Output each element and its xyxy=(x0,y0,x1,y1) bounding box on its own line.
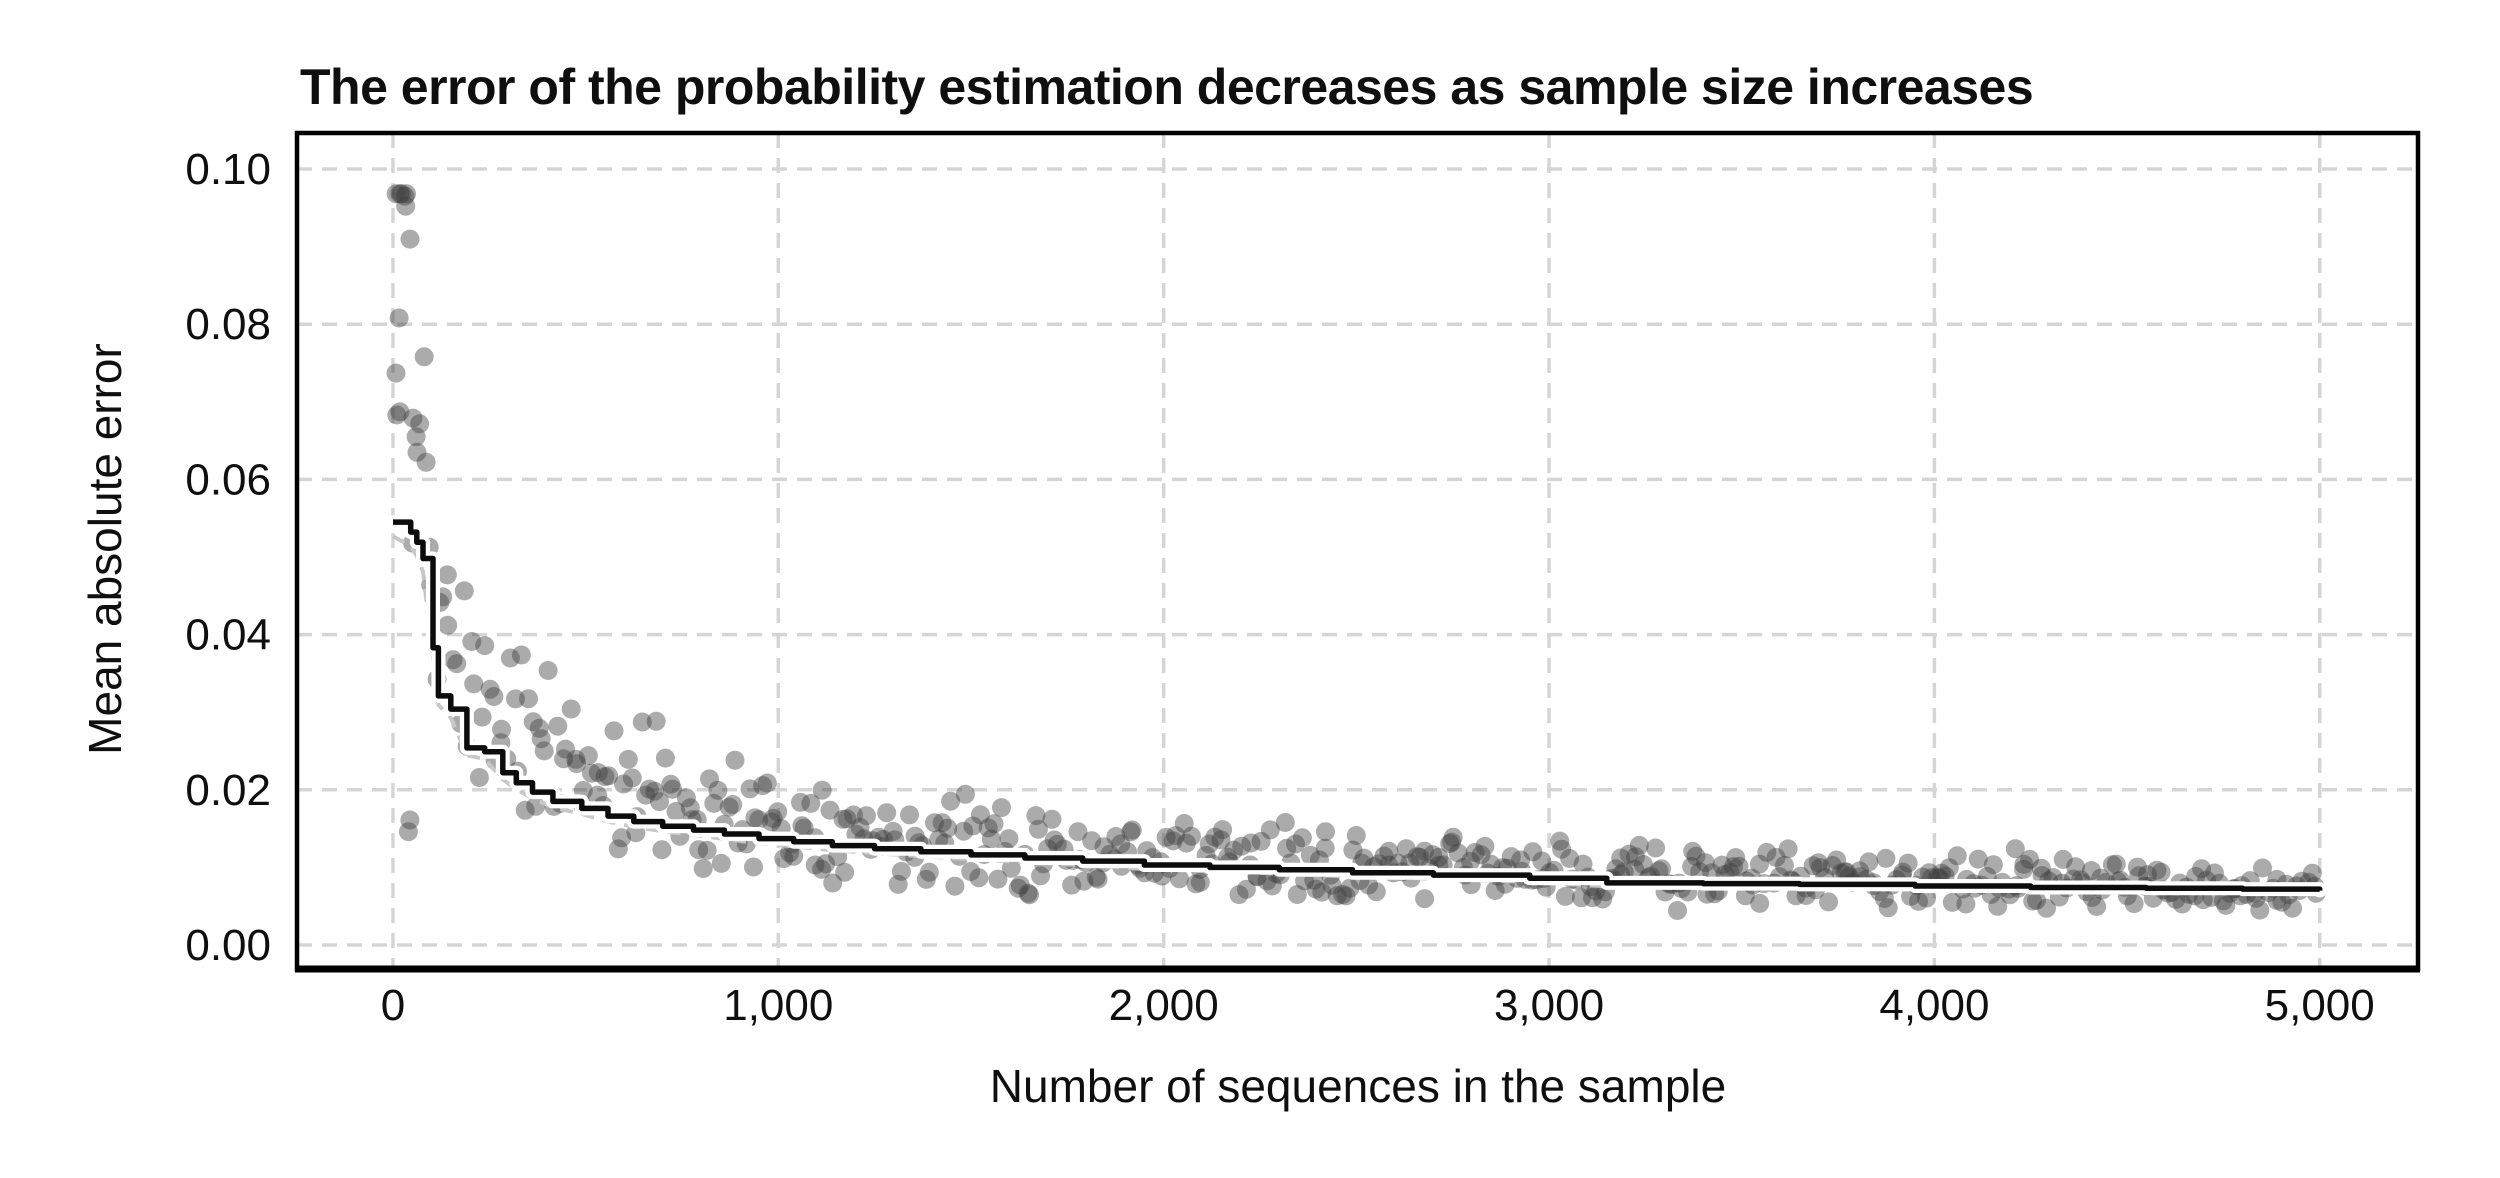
y-tick-0.08: 0.08 xyxy=(185,300,271,349)
y-tick-0.10: 0.10 xyxy=(185,145,271,194)
x-tick-3,000: 3,000 xyxy=(1494,981,1604,1030)
x-tick-4,000: 4,000 xyxy=(1879,981,1989,1030)
trend-step-line xyxy=(393,519,2323,892)
y-tick-0.02: 0.02 xyxy=(185,766,271,815)
y-tick-0.00: 0.00 xyxy=(185,921,271,970)
y-axis-label: Mean absolute error xyxy=(79,343,131,755)
x-axis-label: Number of sequences in the sample xyxy=(990,1060,1726,1112)
y-tick-labels: 0.00 0.02 0.04 0.06 0.08 0.10 xyxy=(185,145,271,970)
y-tick-0.06: 0.06 xyxy=(185,455,271,504)
x-tick-2,000: 2,000 xyxy=(1109,981,1219,1030)
gridlines xyxy=(297,133,2418,969)
y-tick-0.04: 0.04 xyxy=(185,611,271,660)
plot-frame xyxy=(294,130,2421,973)
chart-title: The error of the probability estimation … xyxy=(300,59,2033,115)
x-tick-1,000: 1,000 xyxy=(723,981,833,1030)
x-tick-5,000: 5,000 xyxy=(2265,981,2375,1030)
x-tick-labels: 0 1,000 2,000 3,000 4,000 5,000 xyxy=(381,981,2375,1030)
x-tick-0: 0 xyxy=(381,981,405,1030)
scatter-points xyxy=(386,184,2326,920)
